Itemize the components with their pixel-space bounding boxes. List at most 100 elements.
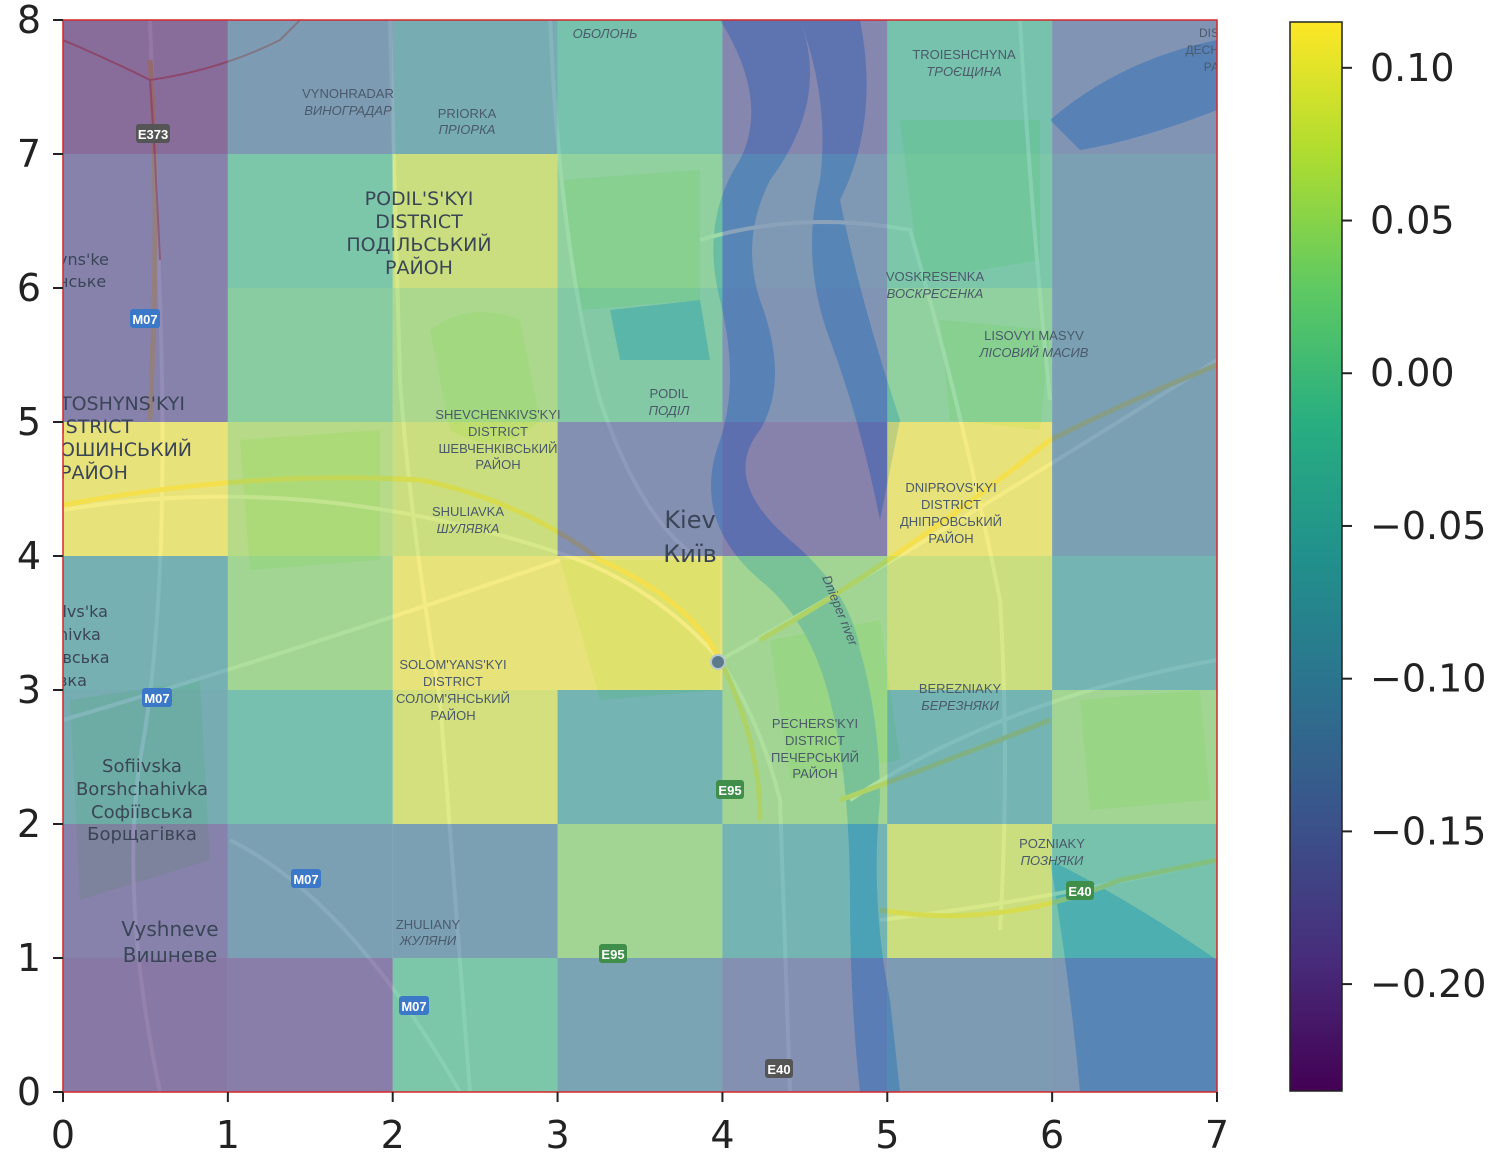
x-axis: 0 1 2 3 4 5 6 7 [51, 1092, 1229, 1157]
colorbar: 0.10 0.05 0.00 −0.05 −0.10 −0.15 −0.20 [1289, 21, 1486, 1092]
colorbar-tick-label-5: −0.15 [1370, 809, 1486, 853]
label-solomianskyi-2: DISTRICT [423, 674, 483, 689]
heat-cell-r1-c3 [557, 154, 723, 288]
label-pecherskyi-1: PECHERS'KYI [772, 716, 858, 731]
badge-e373: E373 [136, 124, 170, 143]
label-pecherskyi-3: ПЕЧЕРСЬКИЙ [771, 750, 859, 765]
heat-cell-r7-c4 [722, 958, 888, 1092]
label-vynohradar-uk: ВИНОГРАДАР [304, 103, 392, 118]
label-solomianskyi-3: СОЛОМ'ЯНСЬКИЙ [396, 691, 510, 706]
heat-cell-r1-c0 [63, 154, 228, 288]
colorbar-tick-label-6: −0.20 [1370, 962, 1486, 1006]
label-top-right-1: DIS [1199, 26, 1219, 40]
label-dniprovskyi-4: РАЙОН [928, 531, 973, 546]
x-tick-label-0: 0 [51, 1113, 75, 1157]
label-podil-uk: ПОДІЛ [649, 403, 690, 418]
heat-cell-r6-c1 [227, 824, 393, 958]
label-left-edge-3: ilvs'ka [58, 602, 108, 621]
label-podil-en: PODIL [649, 386, 688, 401]
badge-m07-c: M07 [291, 869, 321, 888]
heat-cell-r7-c0 [63, 958, 228, 1092]
label-zhuliany-uk: ЖУЛЯНИ [399, 933, 457, 948]
badge-m07-a-label: M07 [132, 312, 157, 327]
badge-m07-b-label: M07 [144, 691, 169, 706]
label-left-edge-5: івська [58, 648, 110, 667]
label-pozniaky-en: POZNIAKY [1019, 836, 1085, 851]
label-podilskyi-2: DISTRICT [375, 211, 463, 233]
label-priorka-uk: ПРІОРКА [439, 122, 496, 137]
label-left-edge-6: вка [58, 671, 87, 690]
badge-m07-a: M07 [130, 309, 160, 328]
badge-e40-b-label: E40 [767, 1062, 790, 1077]
y-tick-label-8: 8 [17, 0, 41, 42]
heat-cell-r4-c3 [557, 556, 723, 690]
label-voskresenka-uk: ВОСКРЕСЕНКА [887, 286, 984, 301]
label-sofiivska-3: Софіївська [91, 802, 193, 823]
heat-cell-r5-c2 [392, 690, 558, 824]
colorbar-tick-label-0: 0.10 [1370, 46, 1455, 90]
y-tick-label-0: 0 [17, 1070, 41, 1114]
heat-cell-r4-c4 [722, 556, 888, 690]
badge-m07-d: M07 [399, 996, 429, 1015]
label-dniprovskyi-3: ДНІПРОВСЬКИЙ [900, 514, 1002, 529]
heat-cell-r3-c1 [227, 422, 393, 556]
heat-cell-r0-c2 [392, 20, 558, 154]
heat-cell-r6-c0 [63, 824, 228, 958]
heat-cell-r7-c2 [392, 958, 558, 1092]
heat-cell-r4-c6 [1052, 556, 1217, 690]
label-sviatoshynskyi-3: ОШИНСЬКИЙ [60, 438, 192, 461]
colorbar-tick-label-3: −0.05 [1370, 504, 1486, 548]
colorbar-tick-label-1: 0.05 [1370, 199, 1455, 243]
badge-m07-d-label: M07 [401, 999, 426, 1014]
x-tick-label-5: 5 [875, 1113, 899, 1157]
heat-cell-r3-c0 [63, 422, 228, 556]
heat-cell-r3-c5 [887, 422, 1053, 556]
colorbar-tick-label-2: 0.00 [1370, 351, 1455, 395]
label-podilskyi-3: ПОДІЛЬСЬКИЙ [346, 233, 491, 256]
badge-e373-label: E373 [138, 127, 168, 142]
label-sviatoshynskyi-2: ISTRICT [60, 416, 133, 438]
city-center-marker [710, 654, 726, 670]
label-shevchenkivskyi-3: ШЕВЧЕНКІВСЬКИЙ [439, 441, 558, 456]
label-shuliavka-uk: ШУЛЯВКА [437, 521, 500, 536]
badge-e40-b: E40 [765, 1059, 793, 1078]
label-zhuliany-en: ZHULIANY [396, 917, 461, 932]
heat-cell-r4-c1 [227, 556, 393, 690]
heat-cell-r1-c2 [392, 154, 558, 288]
heat-cell-r1-c6 [1052, 154, 1217, 288]
colorbar-ticks: 0.10 0.05 0.00 −0.05 −0.10 −0.15 −0.20 [1342, 46, 1486, 1006]
label-lisovyi-en: LISOVYI MASYV [984, 328, 1084, 343]
heat-cell-r0-c4 [722, 20, 888, 154]
label-pozniaky-uk: ПОЗНЯКИ [1021, 853, 1084, 868]
colorbar-gradient [1289, 21, 1343, 1092]
label-shuliavka-en: SHULIAVKA [432, 504, 504, 519]
x-tick-label-4: 4 [710, 1113, 734, 1157]
label-vyshneve-en: Vyshneve [121, 917, 218, 941]
label-shevchenkivskyi-1: SHEVCHENKIVS'KYI [435, 407, 560, 422]
label-sofiivska-1: Sofiivska [102, 756, 182, 777]
x-tick-label-7: 7 [1205, 1113, 1229, 1157]
heat-cell-r6-c4 [722, 824, 888, 958]
y-tick-label-3: 3 [17, 668, 41, 712]
x-tick-label-3: 3 [545, 1113, 569, 1157]
badge-m07-b: M07 [142, 688, 172, 707]
heat-cell-r5-c6 [1052, 690, 1217, 824]
label-sviatoshynskyi-1: TOSHYNS'KYI [59, 393, 185, 415]
badge-e95-a: E95 [716, 780, 744, 799]
heat-cell-r2-c1 [227, 288, 393, 422]
road-badges: E373 M07 M07 M07 M07 E95 E95 E40 [130, 124, 1094, 1078]
y-tick-label-5: 5 [17, 400, 41, 444]
label-berezniaky-uk: БЕРЕЗНЯКИ [921, 698, 999, 713]
label-pecherskyi-4: РАЙОН [792, 766, 837, 781]
y-axis: 0 1 2 3 4 5 6 7 8 [17, 0, 63, 1114]
label-pecherskyi-2: DISTRICT [785, 733, 845, 748]
badge-e40-a: E40 [1066, 881, 1094, 900]
heat-cell-r4-c5 [887, 556, 1053, 690]
heat-cell-r6-c2 [392, 824, 558, 958]
heat-cell-r3-c2 [392, 422, 558, 556]
heat-cell-r2-c6 [1052, 288, 1217, 422]
heat-cell-r7-c3 [557, 958, 723, 1092]
x-tick-label-6: 6 [1040, 1113, 1064, 1157]
heat-cell-r5-c0 [63, 690, 228, 824]
